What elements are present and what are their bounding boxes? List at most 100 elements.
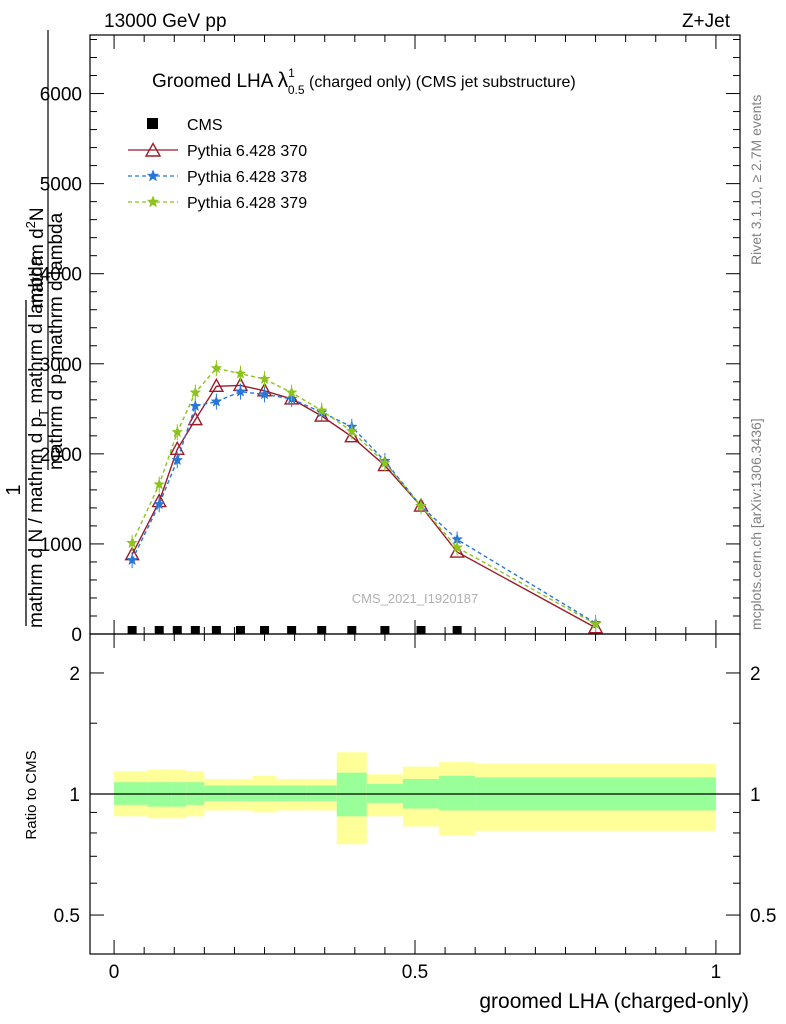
legend-marker-379 xyxy=(146,195,160,208)
ratio-panel: 0.5 0.5 1 1 2 2 0 0.5 1 Ratio to CMS xyxy=(23,633,777,983)
main-y-tick-label: 2000 xyxy=(40,445,82,466)
rivet-label: Rivet 3.1.10, ≥ 2.7M events xyxy=(748,95,764,265)
legend-star-378-shape xyxy=(146,169,160,182)
data-point-cms xyxy=(416,626,426,634)
ratio-stat-uncertainty-band xyxy=(228,785,253,802)
legend-star-379-shape xyxy=(146,195,160,208)
data-point-cms xyxy=(127,626,137,634)
x-tick-labels: 0 0.5 1 xyxy=(109,962,721,983)
ylabel-den-tail: mathrm d lambda xyxy=(26,255,47,409)
data-point-pythia-6-428-378 xyxy=(126,553,139,566)
data-point-pythia-6-428-379 xyxy=(415,499,427,512)
ratio-y-axis-label: Ratio to CMS xyxy=(23,750,40,839)
data-point-cms xyxy=(452,626,462,634)
ylabel-denominator: mathrm d N / mathrm d pT mathrm d lambda xyxy=(26,255,51,628)
ylabel-num-tail: N xyxy=(27,207,48,221)
main-y-tick-label: 3000 xyxy=(40,355,82,376)
data-point-pythia-6-428-379 xyxy=(171,425,184,438)
main-y-axis-label: 1 mathrm d N / mathrm d pT mathrm d lamb… xyxy=(3,30,71,628)
data-point-pythia-6-428-379 xyxy=(345,425,358,437)
data-point-cms xyxy=(260,626,270,634)
data-point-pythia-6-428-378 xyxy=(210,395,223,407)
legend-label-379: Pythia 6.428 379 xyxy=(187,195,307,212)
legend-marker-378 xyxy=(146,169,160,182)
data-point-pythia-6-428-379 xyxy=(379,456,391,468)
ratio-stat-uncertainty-band xyxy=(366,783,403,803)
ylabel-inner-numerator: mathrm d2N xyxy=(23,207,48,308)
ratio-y-tick-label-right: 1 xyxy=(750,785,761,806)
ratio-y-tick-label-left: 2 xyxy=(69,664,80,685)
data-point-pythia-6-428-378 xyxy=(258,388,271,400)
header-right: Z+Jet xyxy=(682,11,731,32)
ylabel-inner-den-sub: T xyxy=(56,366,71,374)
ylabel-numerator-one: 1 xyxy=(3,484,25,495)
legend-label-cms: CMS xyxy=(187,117,223,134)
ratio-y-tick-label-right: 2 xyxy=(750,664,761,685)
x-tick-label: 1 xyxy=(711,962,722,983)
data-point-cms xyxy=(211,626,221,634)
data-point-cms xyxy=(172,626,182,634)
legend-label-378: Pythia 6.428 378 xyxy=(187,169,307,186)
chart-title: Groomed LHA λ1 0.5 (charged only) (CMS je… xyxy=(152,66,576,97)
ratio-y-tick-label-left: 1 xyxy=(69,785,80,806)
data-point-pythia-6-428-378 xyxy=(171,453,184,466)
legend: CMS Pythia 6.428 370 Pythia 6.428 378 Py… xyxy=(128,117,307,212)
data-point-pythia-6-428-378 xyxy=(189,399,202,412)
data-point-cms xyxy=(287,626,297,634)
mcplots-label: mcplots.cern.ch [arXiv:1306.3436] xyxy=(748,418,764,630)
data-point-pythia-6-428-370 xyxy=(208,377,225,392)
data-point-pythia-6-428-379 xyxy=(126,536,139,549)
title-tail: (charged only) (CMS jet substructure) xyxy=(305,74,576,91)
legend-marker-370 xyxy=(144,142,162,157)
x-tick-label: 0.5 xyxy=(402,962,428,983)
data-point-pythia-6-428-378 xyxy=(153,498,166,510)
main-y-tick-labels: 0 1000 2000 3000 4000 5000 6000 xyxy=(40,85,82,646)
data-point-pythia-6-428-379 xyxy=(234,367,247,379)
main-y-tick-label: 4000 xyxy=(40,265,82,286)
ylabel-num-sup: 2 xyxy=(23,221,38,228)
title-lambda: λ xyxy=(278,69,289,92)
ratio-stat-uncertainty-band xyxy=(306,785,337,802)
data-point-pythia-6-428-379 xyxy=(189,386,202,398)
data-point-cms xyxy=(317,626,327,634)
ylabel-inner-denominator: mathrm d pT mathrm d lambda xyxy=(46,212,71,470)
x-axis-label: groomed LHA (charged-only) xyxy=(479,990,749,1013)
analysis-watermark: CMS_2021_I1920187 xyxy=(352,591,479,606)
ratio-ticks xyxy=(90,634,740,954)
ylabel-inner-den-tail: mathrm d lambda xyxy=(46,212,67,366)
main-panel: 0 1000 2000 3000 4000 5000 6000 Groomed LHA λ1… xyxy=(40,34,741,646)
title-main: Groomed LHA xyxy=(152,71,278,92)
legend-marker-cms xyxy=(147,118,158,129)
ylabel-inner-den-main: mathrm d p xyxy=(46,374,67,470)
ratio-stat-uncertainty-band xyxy=(276,785,307,802)
x-tick-label: 0 xyxy=(109,962,120,983)
header-left: 13000 GeV pp xyxy=(104,11,227,32)
legend-label-370: Pythia 6.428 370 xyxy=(187,143,307,160)
series-line-pythia-6-428-379 xyxy=(131,367,596,625)
data-point-pythia-6-428-378 xyxy=(234,385,247,397)
data-point-pythia-6-428-379 xyxy=(315,404,328,416)
ylabel-num-main: mathrm d xyxy=(27,228,48,308)
main-ticks xyxy=(90,35,740,635)
ratio-y-tick-labels: 0.5 0.5 1 1 2 2 xyxy=(54,664,777,927)
ratio-stat-uncertainty-band xyxy=(252,785,277,802)
data-point-cms xyxy=(190,626,200,634)
ratio-y-tick-label-right: 0.5 xyxy=(750,906,776,927)
data-point-pythia-6-428-379 xyxy=(258,372,271,385)
data-point-pythia-6-428-379 xyxy=(285,386,298,398)
data-point-cms xyxy=(380,626,390,634)
data-point-pythia-6-428-379 xyxy=(451,541,464,553)
main-y-tick-label: 5000 xyxy=(40,175,82,196)
ylabel-den-sub: T xyxy=(36,409,51,417)
ylabel-den-main: mathrm d N / mathrm d p xyxy=(26,417,47,628)
ratio-stat-uncertainty-band xyxy=(439,775,476,811)
series-layer xyxy=(124,360,604,634)
title-sup: 1 xyxy=(288,66,295,80)
title-sub: 0.5 xyxy=(288,83,305,97)
series-line-pythia-6-428-378 xyxy=(131,390,596,624)
main-y-tick-label: 1000 xyxy=(40,535,82,556)
data-point-pythia-6-428-379 xyxy=(210,362,223,374)
data-point-cms xyxy=(347,626,357,634)
data-point-cms xyxy=(154,626,164,634)
